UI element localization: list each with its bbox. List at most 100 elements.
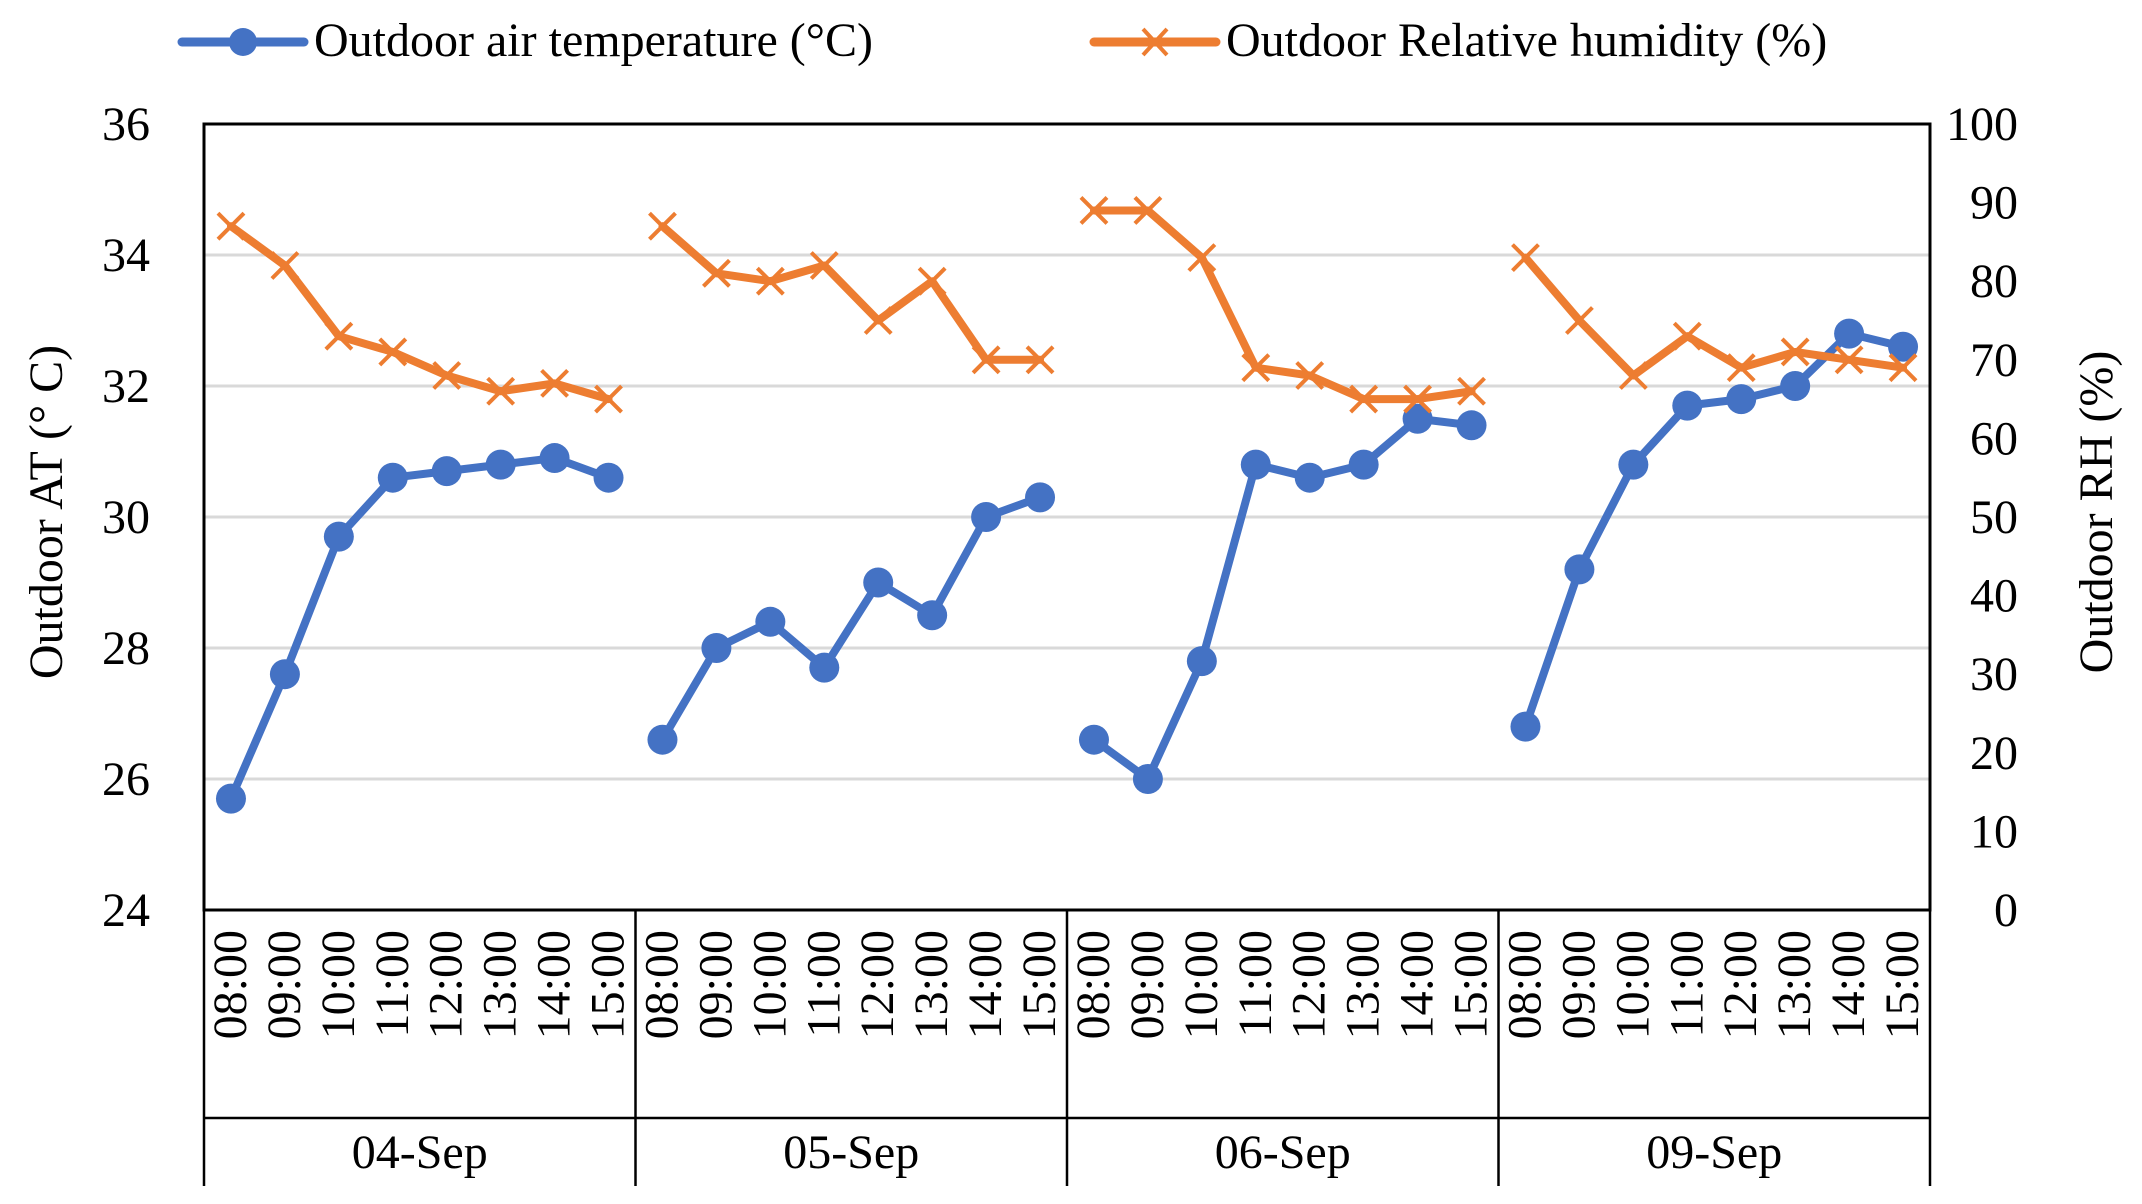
y-left-tick-label: 32 [102,360,150,413]
legend-humidity-label: Outdoor Relative humidity (%) [1226,14,1827,67]
x-tick-label: 12:00 [1714,930,1767,1039]
y-right-tick-label: 20 [1970,727,2018,780]
x-tick-labels: 08:00 09:00 10:00 11:00 12:00 13:00 14:00 15:00… [204,930,1929,1039]
y-left-tick-label: 30 [102,491,150,544]
data-point [485,449,516,480]
x-tick-label: 09:00 [1552,930,1605,1039]
data-point [378,337,408,367]
data-point [1564,554,1595,585]
data-point [1618,449,1649,480]
x-tick-label: 10:00 [1175,930,1228,1039]
data-point [1780,371,1811,401]
data-point [486,376,516,406]
x-tick-label: 15:00 [1445,930,1498,1039]
data-point [1348,449,1379,480]
data-point [1349,384,1379,414]
x-tick-label: 14:00 [1391,930,1444,1039]
x-tick-label: 08:00 [1067,930,1120,1039]
data-point [1078,724,1109,755]
data-point [1025,482,1056,513]
x-tick-label: 11:00 [1229,930,1282,1038]
y-right-tick-label: 80 [1970,255,2018,308]
data-point [1888,353,1918,383]
x-tick-label: 11:00 [797,930,850,1038]
x-group-label: 06-Sep [1215,1126,1351,1179]
data-point [1241,353,1271,383]
x-tick-label: 12:00 [420,930,473,1039]
data-point [863,306,893,335]
x-tick-label: 13:00 [474,930,527,1039]
data-point [1133,196,1163,225]
data-point [1564,306,1594,335]
data-point [1240,449,1271,480]
x-tick-label: 11:00 [366,930,419,1038]
data-point [540,368,570,398]
data-point [215,783,246,814]
legend-humidity-marker [1141,27,1169,57]
data-point [1726,353,1756,383]
data-point [1294,462,1325,493]
data-point [1186,646,1217,677]
x-tick-label: 13:00 [1337,930,1390,1039]
data-point [377,462,408,493]
x-group-label: 05-Sep [783,1126,919,1179]
x-tick-label: 10:00 [312,930,365,1039]
data-point [1834,318,1865,349]
series-humidity [216,196,1918,414]
data-point [647,724,678,755]
y-left-tick-label: 34 [102,229,150,282]
y-right-tick-label: 50 [1970,491,2018,544]
data-point [755,266,785,296]
data-point [701,633,732,663]
data-point [431,456,462,487]
x-tick-label: 15:00 [1876,930,1929,1039]
plot-frame [202,122,1932,1186]
data-point [809,652,840,683]
data-point [1025,345,1055,375]
data-point [324,321,354,351]
data-point [1888,331,1919,362]
data-point [1079,196,1109,225]
x-tick-label: 13:00 [1768,930,1821,1039]
x-tick-label: 12:00 [851,930,904,1039]
x-tick-label: 12:00 [1283,930,1336,1039]
data-point [809,251,839,280]
data-point [1834,345,1864,375]
x-tick-label: 08:00 [1498,930,1551,1039]
x-tick-label: 14:00 [528,930,581,1039]
series-temperature [215,318,1919,814]
data-point [971,345,1001,375]
x-tick-label: 09:00 [1121,930,1174,1039]
y-right-axis-title: Outdoor RH (%) [2070,351,2123,674]
legend-item-temperature: Outdoor air temperature (°C) [177,14,873,67]
x-tick-label: 10:00 [743,930,796,1039]
y-right-tick-labels: 0 10 20 30 40 50 60 70 80 90 100 [1946,98,2018,937]
y-left-axis-title: Outdoor AT (° C) [20,345,73,679]
data-point [755,606,786,637]
data-point [1456,410,1487,441]
legend: Outdoor air temperature (°C) Outdoor Rel… [177,14,1827,67]
data-point [701,258,731,288]
x-group-label: 09-Sep [1646,1126,1782,1179]
data-point [1403,384,1433,414]
x-tick-label: 14:00 [959,930,1012,1039]
y-left-tick-label: 26 [102,753,150,806]
legend-temperature-marker [229,28,257,56]
gridlines [204,253,1930,781]
data-point [269,659,300,690]
x-tick-label: 15:00 [1013,930,1066,1039]
series-line [658,222,1045,364]
x-tick-label: 09:00 [258,930,311,1039]
series-line [658,493,1045,744]
data-point [323,521,354,552]
data-point [594,384,623,414]
y-right-tick-label: 90 [1970,177,2018,230]
data-point [1402,403,1433,434]
x-tick-label: 15:00 [582,930,635,1039]
data-point [1187,243,1217,273]
data-point [917,600,948,631]
x-tick-label: 11:00 [1660,930,1713,1038]
x-tick-label: 08:00 [204,930,257,1039]
data-point [1510,711,1541,742]
series-line [226,454,613,803]
